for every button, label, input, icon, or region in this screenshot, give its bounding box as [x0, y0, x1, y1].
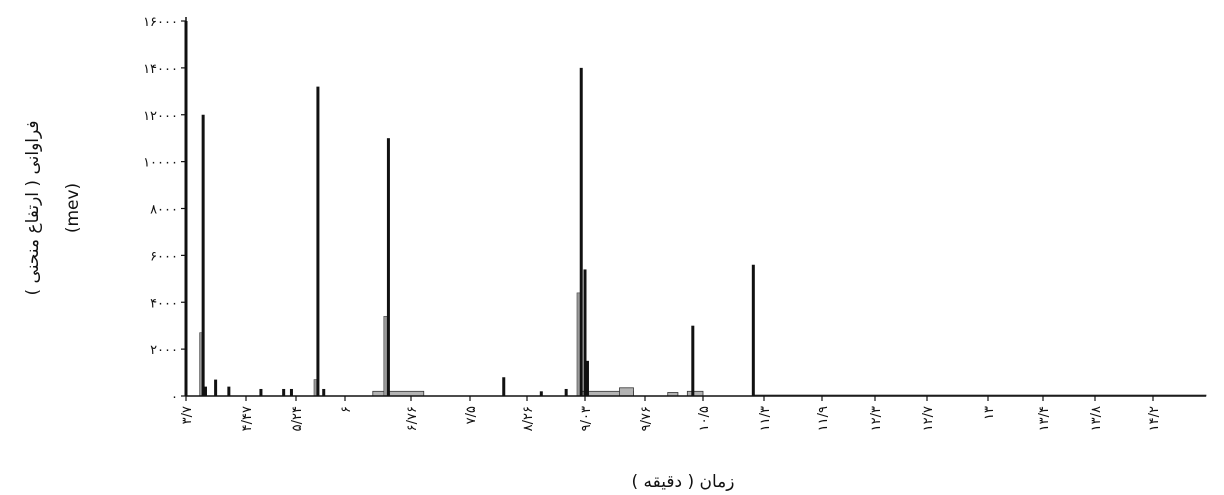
y-tick-label: ۰ [171, 390, 178, 405]
peak-bar [585, 360, 589, 396]
x-tick-label: ۱۳ [982, 406, 997, 420]
x-tick-label: ۱۳/۴ [1037, 406, 1052, 431]
baseline-segment [619, 387, 634, 397]
x-tick-label: ۱۴/۲ [1147, 406, 1162, 431]
peak-bar [259, 388, 263, 396]
y-tick-label: ۸۰۰۰ [150, 203, 178, 218]
x-tick-label: ۱۱/۹ [816, 406, 831, 431]
y-ticks: ۰ ۲۰۰۰ ۴۰۰۰ ۶۰۰۰ ۸۰۰۰ ۱۰۰۰۰ ۱۲۰۰۰ ۱۴۰۰۰ ۱۶۰۰۰ [143, 15, 186, 405]
peak-bar [691, 325, 695, 396]
x-ticks: ۳/۷ ۴/۴۷ ۵/۲۴ ۶ ۶/۷۶ ۷/۵ ۸/۲۶ ۹/۰۳ ۹/۷۶ ۱۰/۵ ۱۱/۳ ۱… [180, 396, 1162, 431]
peak-bar [201, 114, 205, 396]
x-tick-label: ۹/۷۶ [639, 406, 654, 431]
peak-bar [322, 388, 326, 396]
x-tick-label: ۶ [339, 406, 354, 413]
peak-bar [583, 269, 587, 396]
x-tick-label: ۸/۲۶ [521, 406, 536, 431]
x-tick-label: ۶/۷۶ [405, 406, 420, 431]
y-tick-label: ۱۴۰۰۰ [143, 62, 178, 77]
peak-bar [282, 388, 286, 396]
peak-bar [289, 388, 293, 396]
x-tick-label: ۳/۷ [180, 406, 195, 424]
x-axis-title: زمان ( دقیقه ) [632, 472, 735, 492]
peak-bar [386, 138, 390, 396]
x-tick-label: ۱۰/۵ [697, 406, 712, 431]
x-tick-label: ۱۲/۳ [869, 406, 884, 431]
x-tick-label: ۵/۲۴ [290, 406, 305, 431]
y-tick-label: ۱۲۰۰۰ [143, 109, 178, 124]
y-axis-title-line2: (mev) [63, 183, 83, 233]
x-tick-label: ۱۲/۷ [921, 406, 936, 431]
x-tick-label: ۱۱/۳ [758, 406, 773, 431]
y-axis-title: فراوانی ( ارتفاع منحنی ) (mev) [23, 120, 83, 295]
peak-bar [502, 377, 506, 396]
peak-bar [227, 386, 231, 396]
x-tick-label: ۹/۰۳ [579, 406, 594, 431]
data-bars [184, 21, 1207, 397]
x-tick-label: ۷/۵ [464, 406, 479, 424]
y-tick-label: ۴۰۰۰ [150, 296, 178, 311]
y-axis-title-line1: فراوانی ( ارتفاع منحنی ) [23, 120, 43, 295]
x-tick-label: ۴/۴۷ [240, 406, 255, 431]
peak-bar [214, 379, 218, 396]
peak-bar [751, 264, 755, 396]
peak-bar [539, 391, 543, 396]
y-tick-label: ۱۰۰۰۰ [143, 156, 178, 171]
peak-bar [316, 86, 320, 396]
y-tick-label: ۲۰۰۰ [150, 343, 178, 358]
x-tick-label: ۱۳/۸ [1089, 406, 1104, 431]
peak-bar [203, 386, 207, 396]
y-tick-label: ۶۰۰۰ [150, 249, 178, 264]
peak-bar [564, 388, 568, 396]
y-tick-label: ۱۶۰۰۰ [143, 15, 178, 30]
peak-bar [579, 67, 583, 396]
